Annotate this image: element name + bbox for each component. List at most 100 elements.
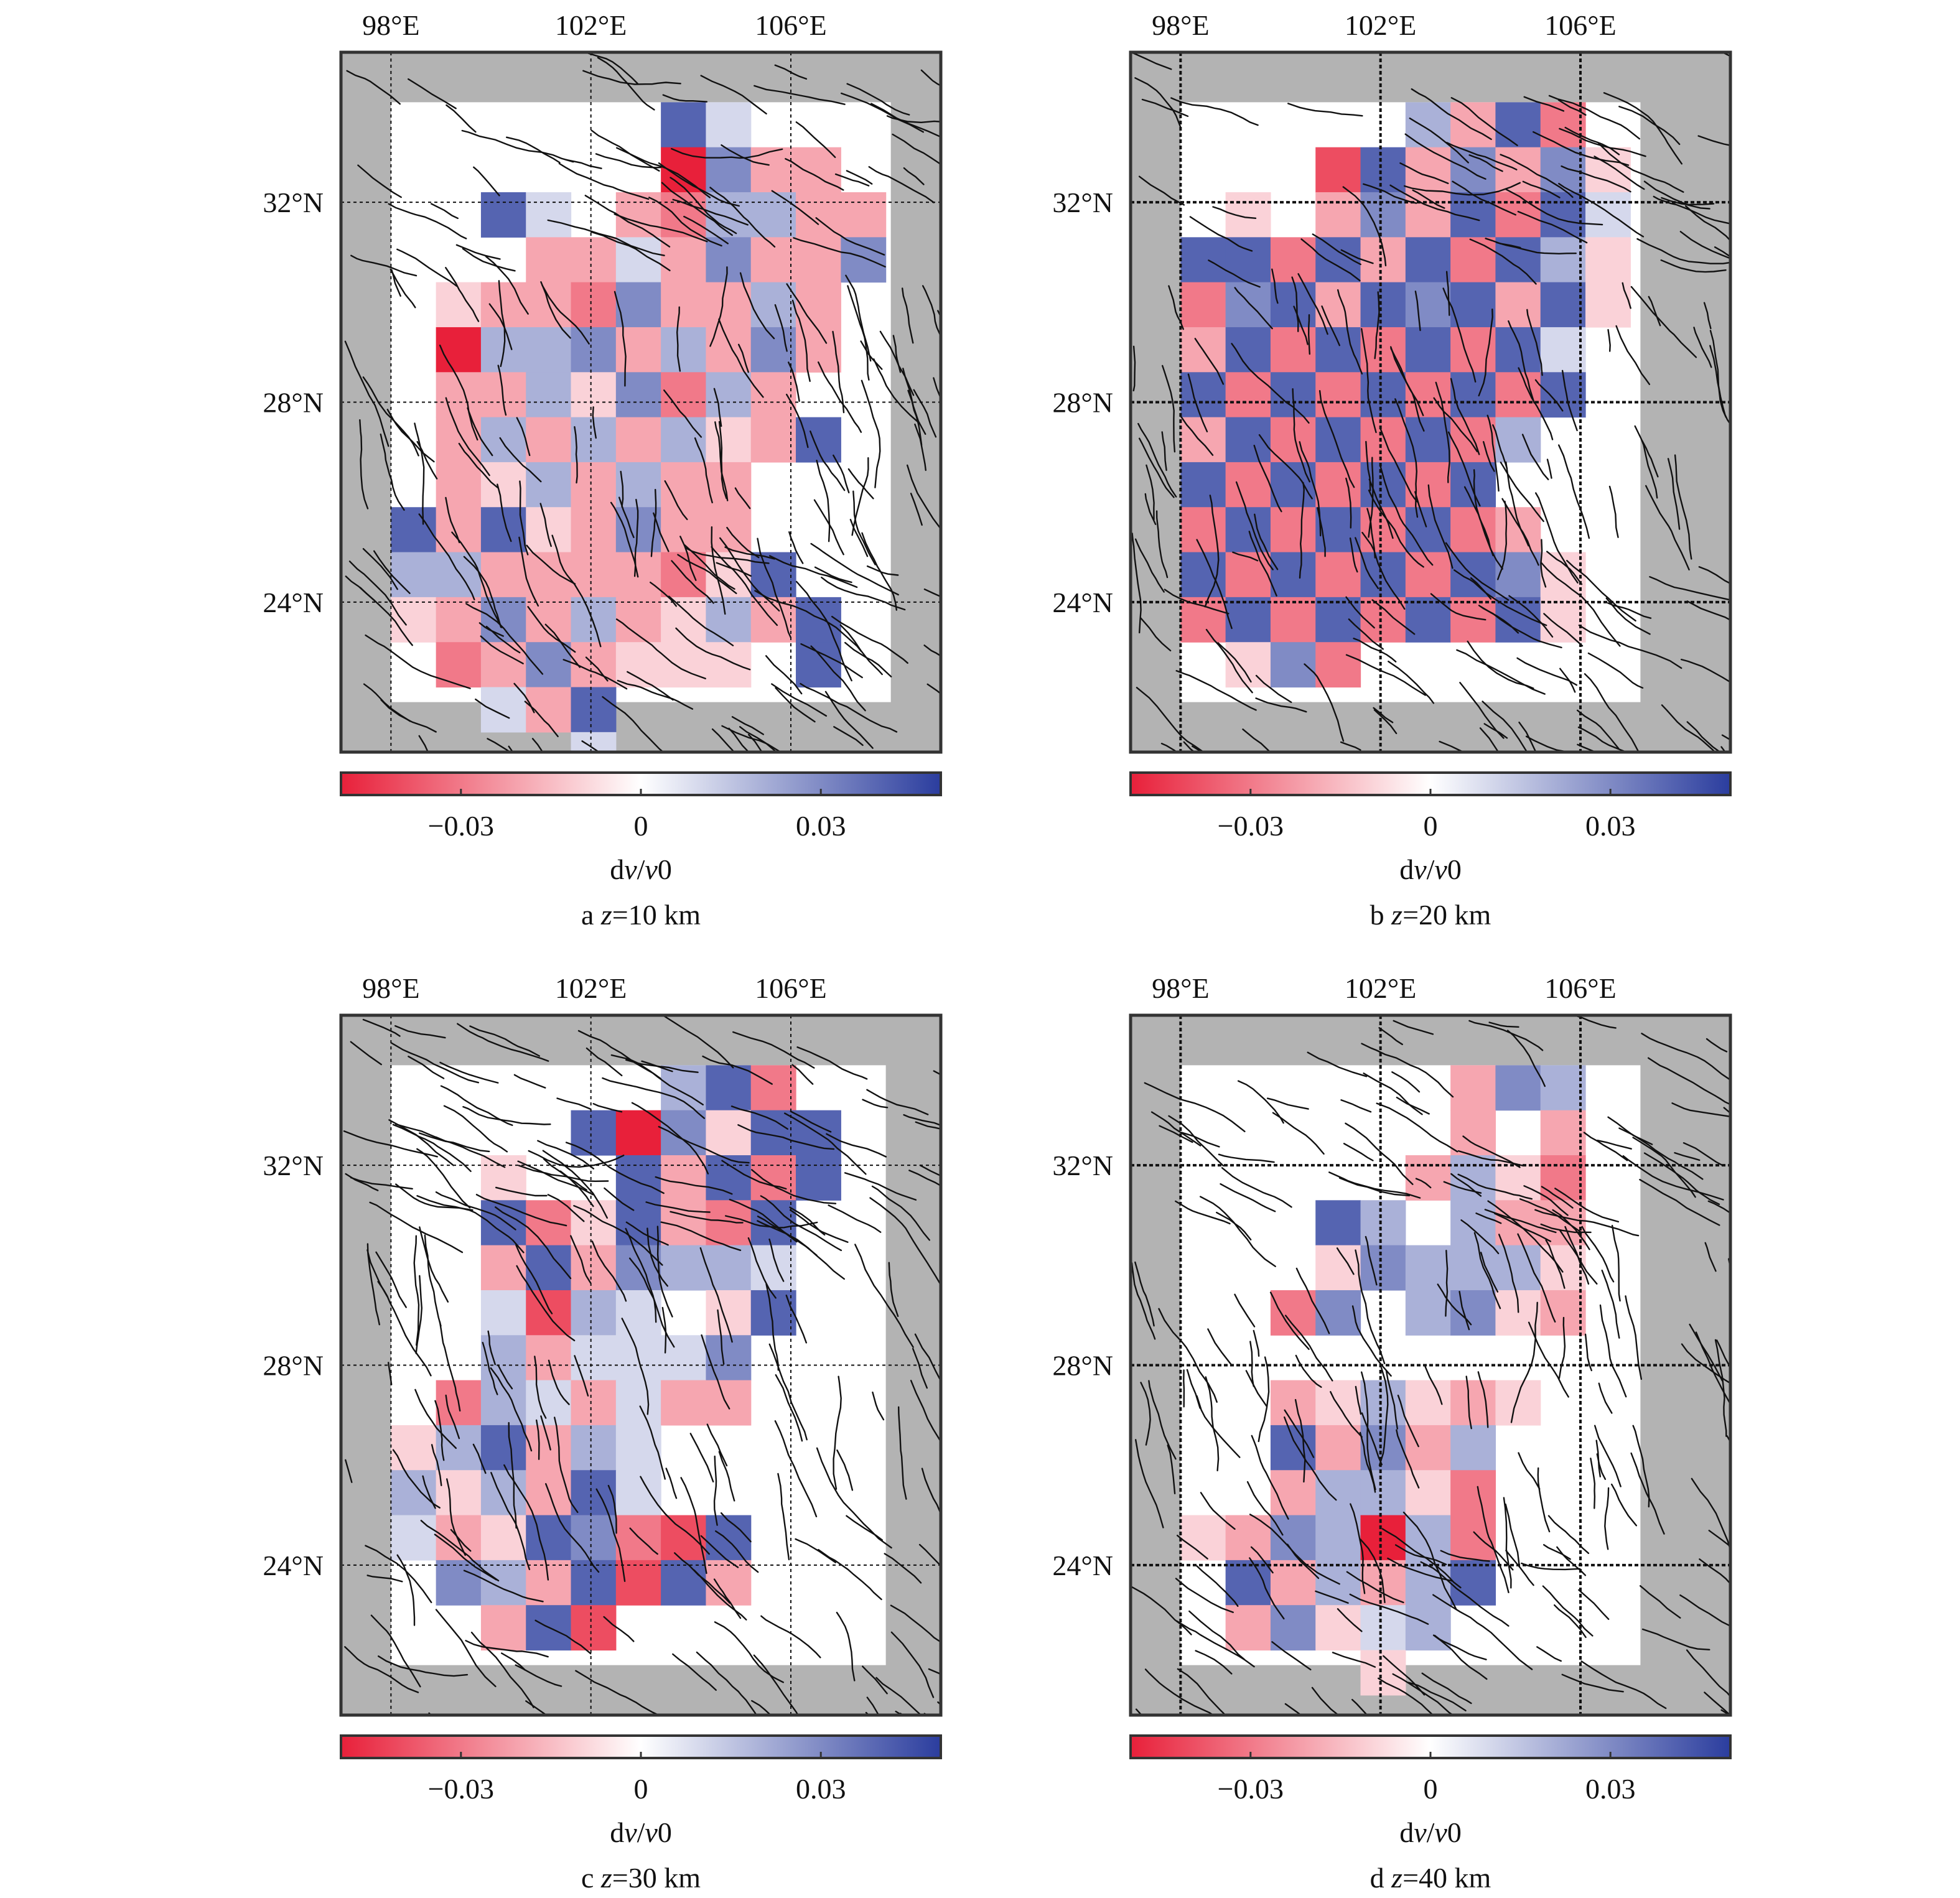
dvv-cell: [615, 1155, 661, 1201]
fault-trace: [1318, 390, 1355, 488]
fault-trace: [921, 1468, 941, 1515]
dvv-cell: [480, 642, 526, 688]
fault-trace: [739, 726, 778, 752]
fault-trace: [1317, 507, 1326, 557]
fault-trace: [1167, 1444, 1176, 1494]
fault-trace: [1486, 414, 1500, 492]
lat-tick-label: 28°N: [263, 1350, 324, 1382]
fault-trace: [796, 1046, 868, 1080]
lat-tick-label: 24°N: [1052, 587, 1113, 618]
fault-trace: [1234, 287, 1273, 330]
dvv-cell: [1405, 507, 1451, 553]
fault-trace: [418, 513, 475, 600]
fault-trace: [534, 1356, 547, 1419]
fault-trace: [1518, 722, 1537, 752]
fault-trace: [661, 182, 733, 236]
dvv-cell: [526, 597, 572, 643]
dvv-cell: [1315, 1245, 1361, 1291]
fault-trace: [679, 536, 697, 581]
colorbar-label-part: v: [1434, 1817, 1447, 1848]
fault-trace: [541, 284, 590, 345]
fault-trace: [728, 727, 750, 752]
fault-trace: [1249, 1341, 1254, 1387]
fault-trace: [524, 700, 559, 737]
dvv-cell: [1405, 1560, 1451, 1606]
dvv-cell: [615, 282, 661, 328]
fault-trace: [1397, 1394, 1419, 1448]
fault-trace: [1475, 1212, 1502, 1224]
fault-trace: [1674, 454, 1692, 560]
dvv-cell: [526, 642, 572, 688]
dvv-cell: [706, 372, 752, 418]
fault-trace: [1361, 531, 1406, 610]
fault-trace: [1378, 1677, 1434, 1715]
fault-trace: [573, 1205, 663, 1266]
dvv-cell: [1405, 1290, 1451, 1336]
dvv-cell: [1270, 237, 1316, 283]
fault-trace: [788, 361, 800, 402]
dvv-cell: [1405, 1245, 1451, 1291]
colorbar-tick-label: 0: [634, 1773, 648, 1805]
fault-trace: [548, 1359, 570, 1405]
fault-trace: [377, 1281, 432, 1377]
dvv-cell: [1315, 462, 1361, 508]
dvv-cell: [661, 1380, 707, 1426]
panel-frame: [339, 50, 943, 754]
fault-trace: [884, 1553, 922, 1584]
dvv-cell: [1270, 597, 1316, 643]
fault-trace: [890, 1604, 941, 1643]
dvv-cell: [1405, 552, 1451, 598]
depth-variable: z: [600, 1862, 612, 1894]
lat-tick-label: 24°N: [1052, 1550, 1113, 1581]
fault-trace: [800, 682, 898, 733]
dvv-cell: [1405, 327, 1451, 373]
fault-trace: [715, 1530, 759, 1573]
fault-trace: [373, 550, 411, 594]
dvv-cell: [1450, 1200, 1496, 1246]
panel-caption: c z=30 km: [581, 1862, 701, 1894]
dvv-cell: [615, 552, 661, 598]
fault-trace: [937, 1701, 941, 1706]
fault-trace: [472, 1443, 487, 1474]
dvv-cell: [526, 1200, 572, 1246]
fault-trace: [1558, 444, 1590, 539]
fault-trace: [517, 1160, 594, 1196]
fault-trace: [1207, 1328, 1232, 1365]
fault-trace: [1645, 485, 1690, 570]
fault-trace: [1221, 1167, 1292, 1208]
dvv-cell: [526, 462, 572, 508]
fault-trace: [457, 1023, 549, 1062]
fault-trace: [1140, 1382, 1151, 1446]
fault-trace: [1500, 154, 1574, 198]
fault-trace: [620, 470, 624, 508]
fault-trace: [1231, 343, 1310, 424]
dvv-cell: [661, 1335, 707, 1381]
fault-trace: [1541, 1186, 1574, 1209]
fault-trace: [1363, 1072, 1423, 1115]
fault-trace: [1667, 458, 1681, 530]
fault-trace: [394, 1025, 446, 1039]
fault-trace: [1365, 1235, 1378, 1286]
dvv-cell: [796, 597, 841, 643]
fault-trace: [1679, 231, 1730, 259]
dvv-cell: [571, 1560, 617, 1606]
dvv-cell: [1360, 192, 1406, 238]
fault-trace: [1517, 210, 1588, 244]
fault-trace: [595, 153, 662, 169]
colorbar-tick-label: 0.03: [1585, 1773, 1636, 1805]
dvv-cell: [480, 552, 526, 598]
fault-trace: [1385, 1370, 1398, 1430]
fault-trace: [495, 1206, 572, 1280]
dvv-cell: [661, 237, 707, 283]
fault-trace: [1522, 180, 1561, 198]
fault-trace: [810, 430, 846, 491]
fault-trace: [487, 738, 512, 752]
depth-variable: z: [1391, 1862, 1402, 1894]
fault-trace: [1218, 1153, 1275, 1163]
fault-trace: [861, 379, 881, 488]
fault-trace: [556, 1097, 591, 1110]
fault-trace: [1404, 133, 1486, 180]
fault-trace: [1477, 1371, 1489, 1428]
fault-trace: [844, 641, 892, 677]
dvv-cell: [1360, 1245, 1406, 1291]
